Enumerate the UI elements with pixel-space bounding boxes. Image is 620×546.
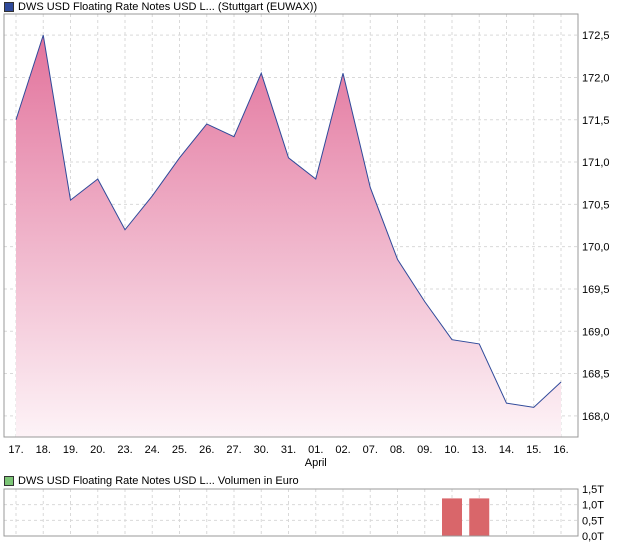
price-line — [15, 34, 562, 408]
price-x-tick-label: 23. — [117, 444, 132, 456]
price-y-tick-label: 171,0 — [582, 157, 610, 169]
price-x-tick-label: 09. — [417, 444, 432, 456]
price-x-tick-label: 25. — [172, 444, 187, 456]
price-y-tick-label: 170,0 — [582, 242, 610, 254]
price-x-tick-label: 02. — [335, 444, 350, 456]
price-y-tick-label: 169,5 — [582, 284, 610, 296]
price-legend: DWS USD Floating Rate Notes USD L... (St… — [4, 0, 317, 14]
volume-legend-swatch — [4, 476, 14, 486]
price-y-tick-label: 168,5 — [582, 369, 610, 381]
price-x-tick-label: 17. — [8, 444, 23, 456]
price-x-tick-label: 19. — [63, 444, 78, 456]
price-y-tick-label: 172,5 — [582, 30, 610, 42]
price-area — [16, 35, 561, 438]
price-x-tick-label: 13. — [472, 444, 487, 456]
price-x-tick-label: 30. — [254, 444, 269, 456]
volume-y-tick-label: 0,0T — [582, 531, 604, 543]
volume-legend-label: DWS USD Floating Rate Notes USD L... Vol… — [18, 475, 299, 487]
price-y-tick-label: 169,0 — [582, 326, 610, 338]
price-y-tick-label: 172,0 — [582, 72, 610, 84]
price-y-tick-label: 170,5 — [582, 199, 610, 211]
price-x-tick-label: 14. — [499, 444, 514, 456]
volume-bar — [442, 498, 462, 536]
price-x-tick-label: 10. — [444, 444, 459, 456]
price-y-tick-label: 168,0 — [582, 411, 610, 423]
price-x-tick-label: 27. — [226, 444, 241, 456]
price-legend-swatch — [4, 2, 14, 12]
price-x-tick-label: 16. — [553, 444, 568, 456]
price-legend-label: DWS USD Floating Rate Notes USD L... (St… — [18, 1, 318, 13]
volume-bars — [442, 498, 490, 536]
price-x-tick-label: 15. — [526, 444, 541, 456]
volume-legend: DWS USD Floating Rate Notes USD L... Vol… — [4, 474, 299, 488]
volume-bar — [469, 498, 490, 536]
price-x-tick-label: 31. — [281, 444, 296, 456]
volume-plot-frame — [3, 488, 579, 537]
price-x-tick-label: 01. — [308, 444, 323, 456]
volume-y-tick-label: 1,0T — [582, 500, 604, 512]
month-label: April — [305, 457, 327, 469]
volume-y-tick-label: 0,5T — [582, 515, 604, 527]
price-y-axis: 172,5 172,0 171,5 171,0 170,5 170,0 169,5 169,0… — [582, 30, 610, 423]
price-x-tick-label: 18. — [36, 444, 51, 456]
price-x-tick-label: 08. — [390, 444, 405, 456]
price-x-tick-label: 07. — [363, 444, 378, 456]
price-x-tick-label: 20. — [90, 444, 105, 456]
price-x-tick-label: 26. — [199, 444, 214, 456]
price-x-axis: 17. 18. 19. 20. 23. 24. 25. 26. 27. 30. 31. 01. 02. 0… — [8, 444, 568, 456]
price-x-tick-label: 24. — [145, 444, 160, 456]
volume-y-tick-label: 1,5T — [582, 484, 604, 496]
price-y-tick-label: 171,5 — [582, 115, 610, 127]
price-plot-frame — [3, 13, 579, 438]
volume-y-axis: 1,5T 1,0T 0,5T 0,0T — [582, 484, 604, 543]
volume-grid — [4, 488, 578, 537]
